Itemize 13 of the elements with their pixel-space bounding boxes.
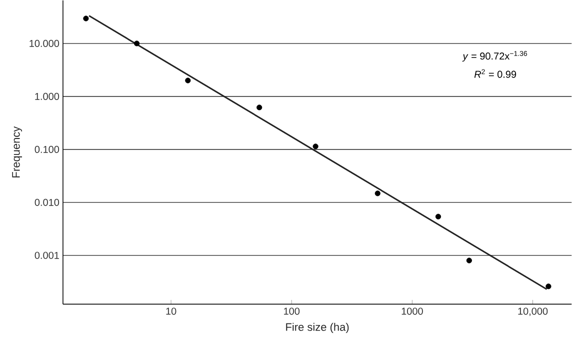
x-tick-label: 10,000 xyxy=(518,308,548,316)
y-tick-label: 0.010 xyxy=(34,198,60,206)
x-tick-label: 1000 xyxy=(402,308,423,315)
x-tick-label: 10 xyxy=(166,308,176,315)
y-tick-label: 1.000 xyxy=(35,92,60,100)
y-tick-label: 10.000 xyxy=(30,40,60,47)
y-tick-label: 0.001 xyxy=(34,252,59,259)
y-axis-title: Frequency xyxy=(12,126,22,178)
x-axis-title: Fire size (ha) xyxy=(286,322,349,333)
y-tick-label: 0.100 xyxy=(34,146,60,153)
annotation: y = 90.72x$^{−1.36}$ xyxy=(462,50,528,62)
annotation: R$^{2}$ = 0.99 xyxy=(474,69,516,78)
x-tick-label: 100 xyxy=(284,308,300,315)
